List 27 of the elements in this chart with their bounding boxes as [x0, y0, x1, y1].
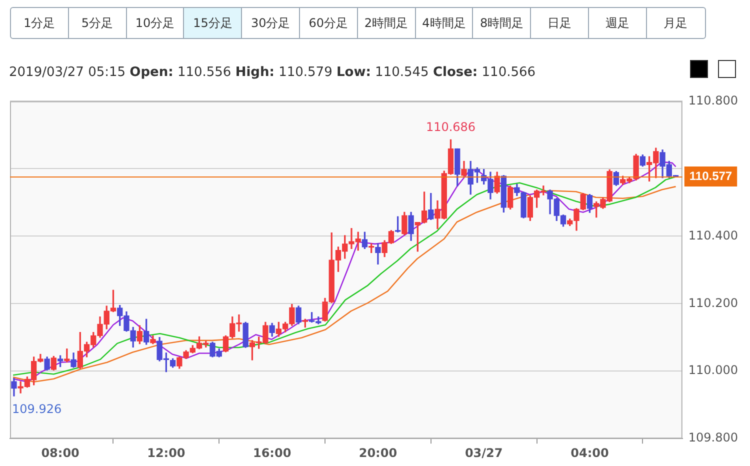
y-tick-label: 110.400 — [688, 228, 738, 242]
text: 15分足 — [184, 8, 242, 38]
y-tick-label: 110.000 — [688, 363, 738, 378]
text: 2時間足 — [358, 8, 416, 38]
annotation: 109.926 — [12, 402, 62, 416]
text: 日足 — [531, 8, 589, 38]
x-tick-label: 04:00 — [570, 446, 609, 460]
x-tick-label: 08:00 — [41, 446, 80, 460]
text: 週足 — [588, 8, 647, 38]
y-tick-label: 110.800 — [688, 93, 738, 108]
x-tick-label: 20:00 — [358, 446, 398, 460]
text: 8時間足 — [473, 8, 532, 38]
text: 月足 — [662, 15, 689, 32]
text: 4時間足 — [416, 8, 474, 38]
text: 60分足 — [300, 8, 358, 38]
x-tick-label: 16:00 — [252, 446, 292, 460]
text: 1分足 — [11, 8, 69, 38]
annotation: 110.686 — [426, 120, 476, 134]
text: 10分足 — [126, 8, 184, 38]
x-tick-label: 03/27 — [464, 446, 503, 460]
text: 5分足 — [68, 8, 127, 38]
ref-line-label: 110.577 — [689, 168, 732, 183]
y-tick-label: 110.200 — [688, 296, 738, 310]
text: 30分足 — [242, 8, 300, 38]
x-tick-label: 12:00 — [147, 446, 186, 460]
text: 2019/03/27 05:15 Open: 110.556 High: 110.579 Low: 110.545 Close: 110.566 — [9, 65, 536, 80]
y-tick-label: 109.800 — [688, 430, 738, 445]
